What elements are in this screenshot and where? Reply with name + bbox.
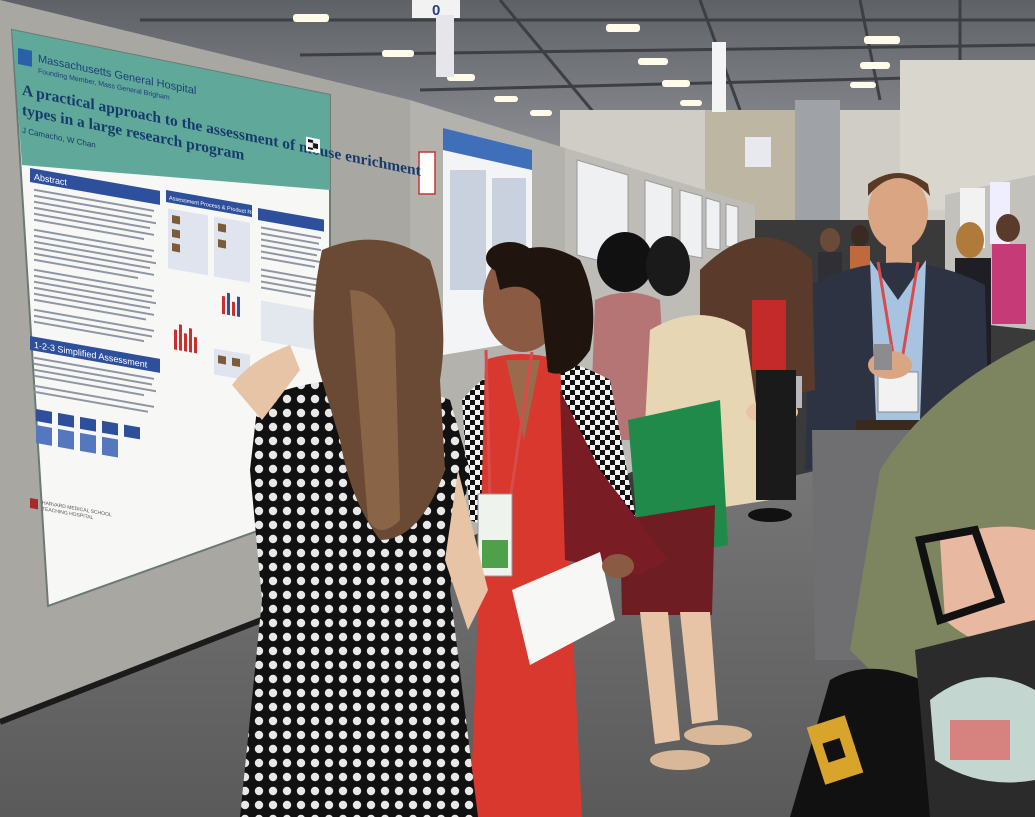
main-poster: Massachusetts General Hospital Founding …	[10, 28, 422, 608]
hanging-banner	[436, 15, 454, 77]
person-patterned-dress	[232, 239, 488, 817]
poster-header	[12, 30, 330, 190]
ceiling-lights	[293, 14, 900, 116]
aisle-number: 0	[432, 2, 440, 19]
poster-bar-chart	[222, 292, 240, 318]
aisle-sign	[412, 0, 460, 18]
poster-bar-chart-2	[174, 324, 197, 354]
far-wall-sign	[745, 137, 771, 167]
tote-bag-logo	[806, 715, 864, 785]
paper-sheet	[512, 552, 615, 665]
person-red-jumpsuit	[462, 242, 668, 817]
hanging-banner-far	[712, 42, 726, 112]
foreground-person-right	[790, 340, 1035, 817]
person-red-far	[748, 300, 796, 522]
back-wall-pillar	[795, 100, 840, 220]
